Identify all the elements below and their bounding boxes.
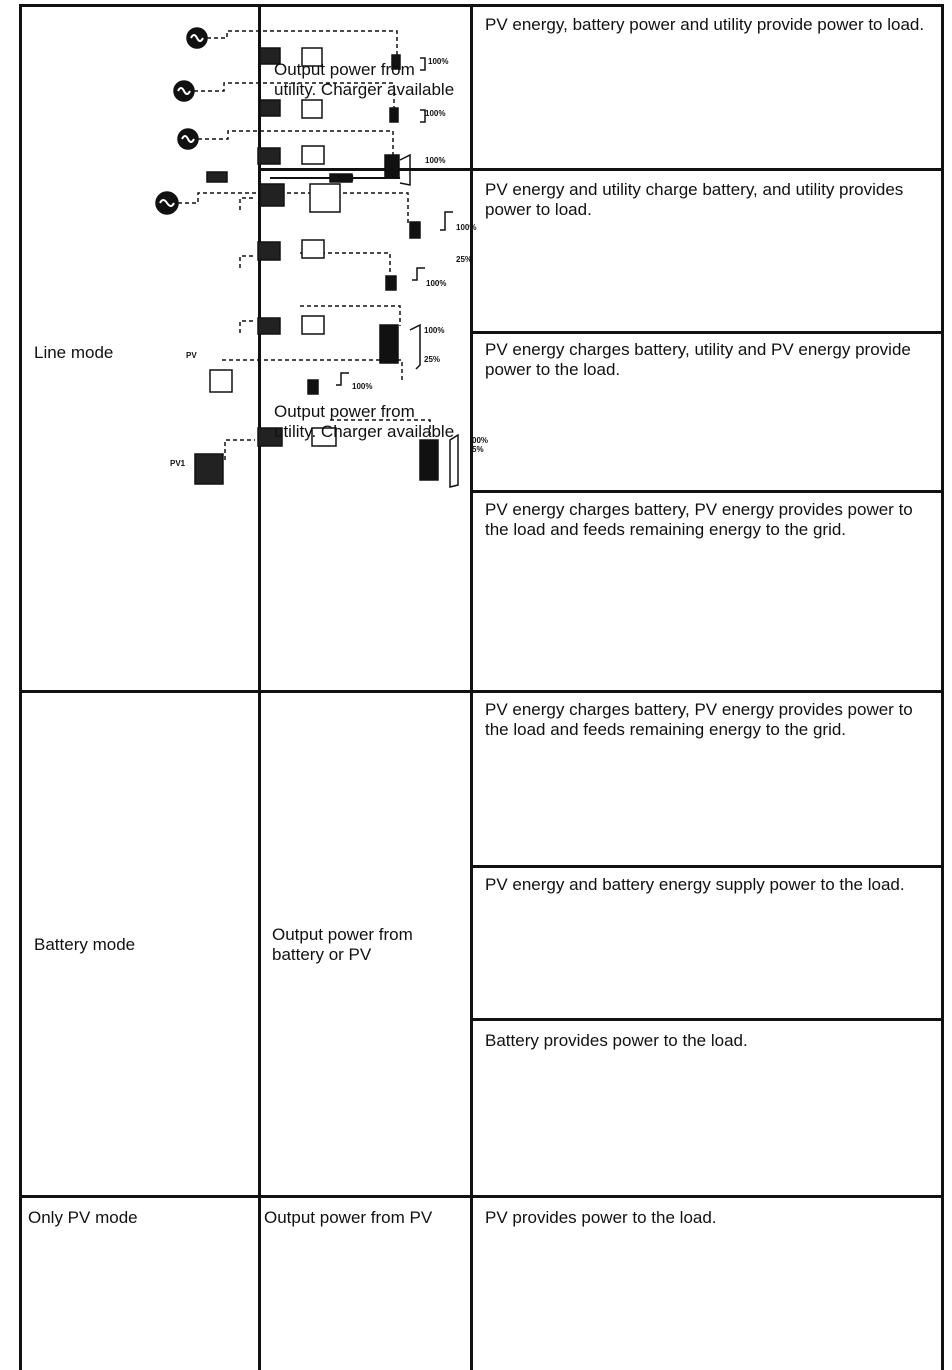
output-label: Output power from utility. Charger avail… [274,60,455,99]
diagram-label: 100% [352,382,372,391]
row-line [470,865,944,868]
output-label: Output power from battery or PV [272,925,413,964]
column-line [258,5,261,1370]
row-line [258,168,944,171]
mode-label: Line mode [34,343,114,362]
description: PV provides power to the load. [485,1208,717,1227]
diagram-label: 00% [472,436,488,445]
column-line [470,5,473,1370]
description: PV energy charges battery, utility and P… [485,340,911,379]
diagram-shapes [155,27,459,488]
output-label: Output power from utility. Charger avail… [274,402,455,441]
diagram-label: 100% [424,326,444,335]
diagram-label: PV [186,351,197,360]
row-line [470,1018,944,1021]
diagram-label: 25% [456,255,472,264]
mode-label: Battery mode [34,935,136,954]
description: PV energy and battery energy supply powe… [485,875,905,894]
output-label: Output power from PV [264,1208,433,1227]
row-line [470,490,944,493]
border [941,5,944,1370]
diagram-label: 100% [428,57,448,66]
diagram-label: 100% [456,223,476,232]
border [19,5,22,1370]
row-line [19,690,944,693]
description: PV energy and utility charge battery, an… [485,180,904,219]
diagram-label: 100% [425,109,445,118]
row-line [470,331,944,334]
row-line [19,1195,944,1198]
diagram-label: 100% [425,156,445,165]
diagram-label: 5% [472,445,484,454]
diagram-label: 25% [424,355,440,364]
mode-diagrams: 100% 100% 100% AGM 100% 25% 100% 100% 25% PV 100% 0… [155,27,488,488]
description: PV energy charges battery, PV energy pro… [485,500,913,539]
diagram-label: 100% [426,279,446,288]
mode-label: Only PV mode [28,1208,138,1227]
diagram-label: PV1 [170,459,186,468]
row-line [19,4,944,7]
description: Battery provides power to the load. [485,1031,748,1050]
diagram-label: AGM [335,174,354,183]
description: PV energy, battery power and utility pro… [485,15,925,34]
description: PV energy charges battery, PV energy pro… [485,700,913,739]
